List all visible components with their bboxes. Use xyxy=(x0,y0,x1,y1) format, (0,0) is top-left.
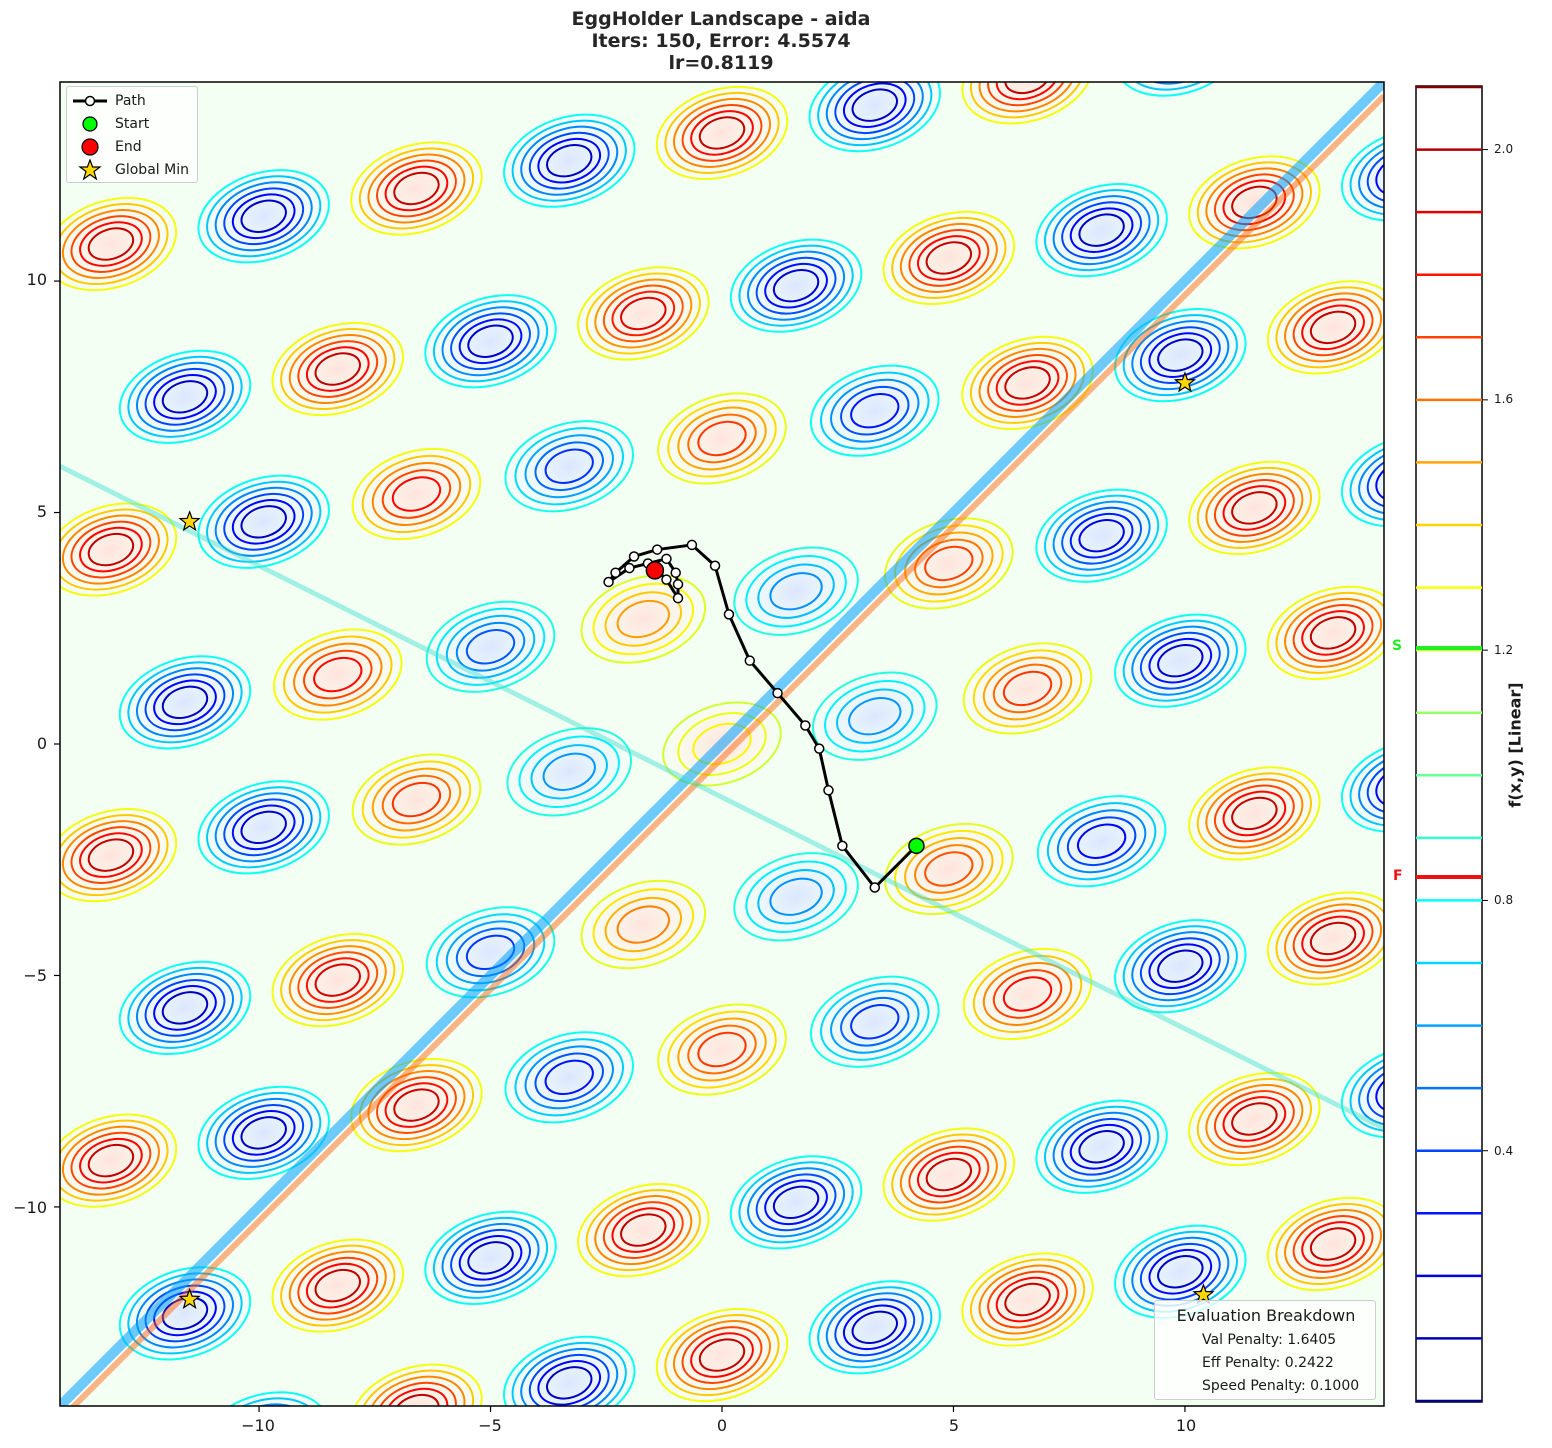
evaluation-breakdown-box: Evaluation Breakdown Val Penalty: 1.6405… xyxy=(1154,1300,1376,1400)
colorbar-tick-label: 1.2 xyxy=(1494,643,1514,657)
y-tick-label: 5 xyxy=(36,502,47,521)
colorbar-start-marker: S xyxy=(1392,638,1403,654)
colorbar-tick-label: 1.6 xyxy=(1494,392,1514,406)
y-tick-label: 0 xyxy=(36,734,47,753)
gold-star-icon xyxy=(78,159,102,181)
global-min-markers xyxy=(178,371,1215,1310)
legend-item-global-min: Global Min xyxy=(67,159,197,181)
colorbar-label: f(x,y) [Linear] xyxy=(1505,682,1525,808)
green-circle-icon xyxy=(82,116,98,132)
x-tick-label: −5 xyxy=(478,1416,502,1435)
colorbar-tick-label: 0.4 xyxy=(1494,1144,1514,1158)
x-axis-ticks xyxy=(258,1406,1186,1412)
y-tick-label: 10 xyxy=(26,270,47,289)
chart-title: EggHolder Landscape - aida Iters: 150, E… xyxy=(0,8,1442,74)
legend-item-end: End xyxy=(67,136,197,158)
colorbar-tick-label: 2.0 xyxy=(1494,142,1514,156)
legend-item-path: Path xyxy=(67,90,197,112)
x-tick-label: 10 xyxy=(1175,1416,1197,1435)
evaluation-heading: Evaluation Breakdown xyxy=(1176,1306,1356,1325)
colorbar xyxy=(1415,85,1488,1403)
speed-penalty: Speed Penalty: 0.1000 xyxy=(1202,1378,1360,1394)
end-marker xyxy=(645,561,665,580)
red-circle-icon xyxy=(81,138,99,156)
legend-item-start: Start xyxy=(67,113,197,135)
title-line-3: lr=0.8119 xyxy=(668,52,774,74)
val-penalty: Val Penalty: 1.6405 xyxy=(1202,1332,1337,1348)
y-tick-label: −5 xyxy=(23,966,47,985)
colorbar-tick-label: 0.8 xyxy=(1494,893,1514,907)
y-axis-ticks xyxy=(54,280,60,1208)
eff-penalty: Eff Penalty: 0.2422 xyxy=(1202,1355,1334,1371)
y-tick-label: −10 xyxy=(13,1198,47,1217)
x-tick-label: −10 xyxy=(241,1416,275,1435)
title-line-2: Iters: 150, Error: 4.5574 xyxy=(591,30,851,52)
x-tick-label: 5 xyxy=(948,1416,960,1435)
start-marker xyxy=(908,837,925,855)
contour-field xyxy=(60,82,1384,1406)
x-tick-label: 0 xyxy=(716,1416,728,1435)
title-line-1: EggHolder Landscape - aida xyxy=(571,8,871,30)
colorbar-final-marker: F xyxy=(1393,868,1403,884)
line-with-open-circle-icon xyxy=(73,95,107,107)
legend: Path Start End Global Min xyxy=(66,86,198,183)
